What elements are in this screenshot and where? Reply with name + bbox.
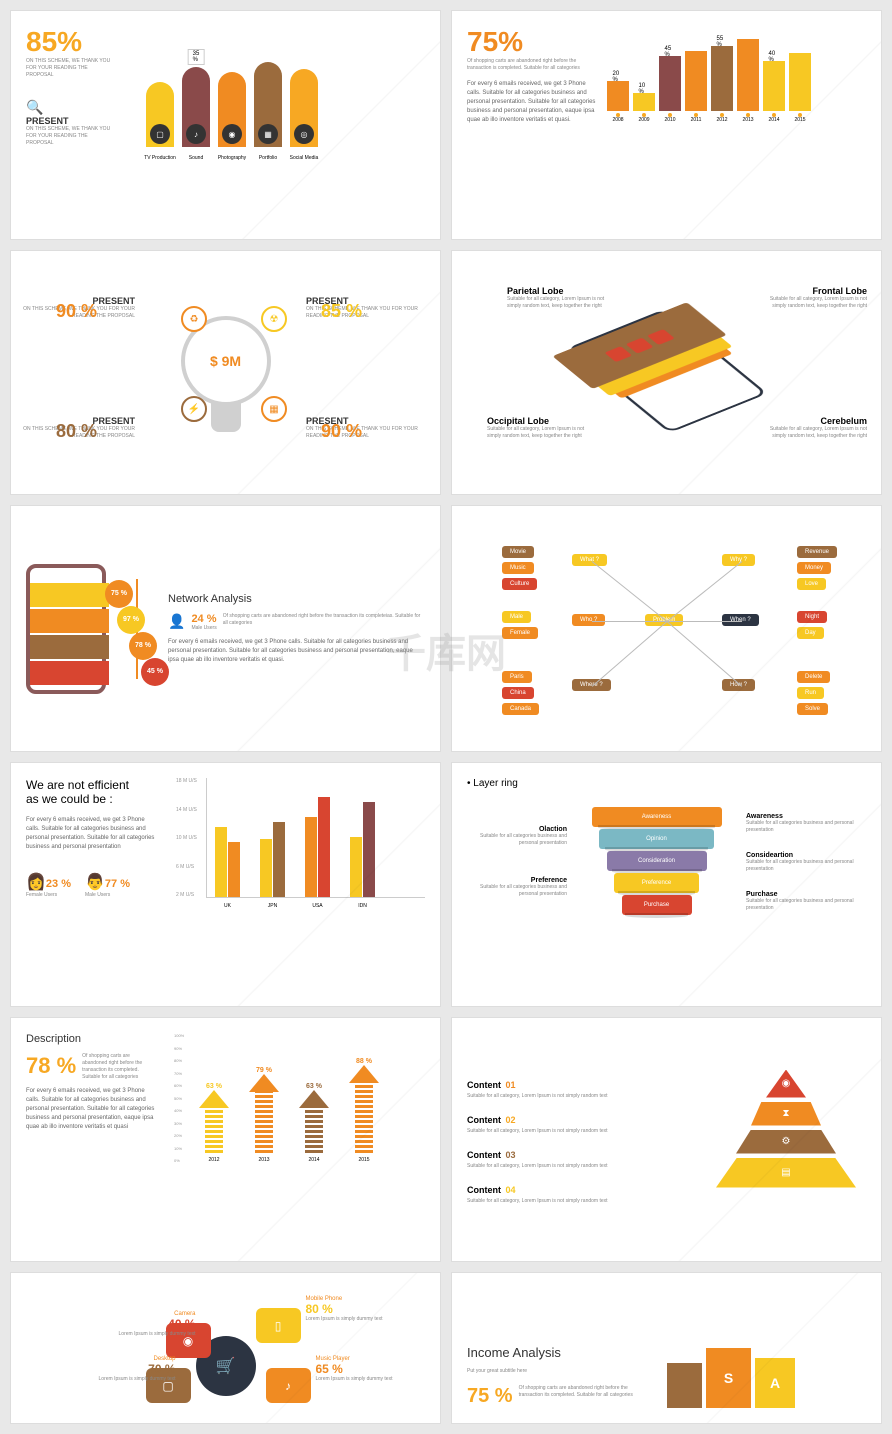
slide-bars-icons: 85% ON THIS SCHEME, WE THANK YOU FOR YOU… xyxy=(10,10,441,240)
search-icon: 🔍 xyxy=(26,99,116,116)
slide-grouped-bars: We are not efficient as we could be : Fo… xyxy=(10,762,441,1007)
phone-icon: 75 %97 %78 %45 % xyxy=(26,564,106,694)
phone-iso xyxy=(566,309,768,433)
radial-chart: 🛒 ◉Camera40 %Lorem Ipsum is simply dummy… xyxy=(136,1288,316,1408)
pyramid-chart: ◉⧗⚙▤ xyxy=(706,1070,866,1210)
petal-icon: ♪ xyxy=(266,1368,311,1403)
slide-mindmap: ProblemWhat ?Who ?Where ?Why ?When ?How … xyxy=(451,505,882,752)
slide-year-bars: 75% Of shopping carts are abandoned righ… xyxy=(451,10,882,240)
mindmap: ProblemWhat ?Who ?Where ?Why ?When ?How … xyxy=(467,521,866,736)
bar-icon: ◉ xyxy=(222,124,242,144)
female-icon: 👩 xyxy=(26,874,46,891)
slide-radial: 🛒 ◉Camera40 %Lorem Ipsum is simply dummy… xyxy=(10,1272,441,1424)
bar-icon: ♪ xyxy=(186,124,206,144)
slide-grid: 85% ON THIS SCHEME, WE THANK YOU FOR YOU… xyxy=(10,10,882,1424)
slide-pyramid: Content 01Suitable for all category, Lor… xyxy=(451,1017,882,1262)
slide-isometric-phone: Parietal LobeSuitable for all category, … xyxy=(451,250,882,495)
bar-chart: 20 %200810 %200945 %2010201155 %20122013… xyxy=(607,26,811,111)
male-icon: 👨 xyxy=(85,874,105,891)
arrow-chart: 63 %201279 %201363 %201488 %2015 xyxy=(174,1033,425,1163)
slide-phone-stripes: 75 %97 %78 %45 % Network Analysis 👤 24 %… xyxy=(10,505,441,752)
slide-lightbulb: $ 9M PRESENTON THIS SCHEME, WE THANK YOU… xyxy=(10,250,441,495)
person-icon: 👤 xyxy=(168,613,185,632)
orbit-icon: ▦ xyxy=(261,396,287,422)
orbit-icon: ☢ xyxy=(261,306,287,332)
petal-icon: ▯ xyxy=(256,1308,301,1343)
boxes-icon: S A xyxy=(667,1348,795,1408)
slide-income: Income Analysis Put your great subtitle … xyxy=(451,1272,882,1424)
bar-icon: ▦ xyxy=(258,124,278,144)
funnel-chart: AwarenessOpinionConsiderationPreferenceP… xyxy=(592,807,722,917)
bar-chart: ▢TV Production35 %♪Sound◉Photography▦Por… xyxy=(146,26,318,147)
bar-icon: ▢ xyxy=(150,124,170,144)
bar-icon: ◎ xyxy=(294,124,314,144)
pct: 85% xyxy=(26,26,116,58)
orbit-icon: ♻ xyxy=(181,306,207,332)
orbit-icon: ⚡ xyxy=(181,396,207,422)
slide-arrow-chart: Description 78 % Of shopping carts are a… xyxy=(10,1017,441,1262)
slide-funnel: • Layer ring OlactionSuitable for all ca… xyxy=(451,762,882,1007)
